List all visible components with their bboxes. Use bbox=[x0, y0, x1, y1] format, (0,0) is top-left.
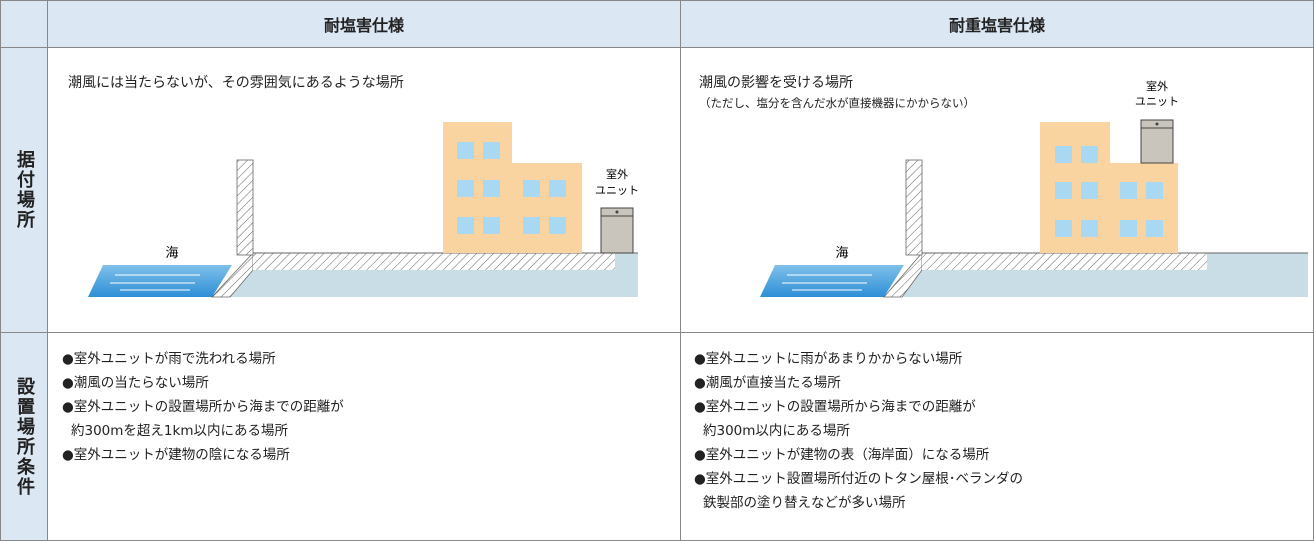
column-header: 耐塩害仕様 bbox=[48, 0, 681, 48]
list-item: ●室外ユニットが建物の表（海岸面）になる場所 bbox=[694, 447, 990, 463]
condition-list: ●室外ユニットに雨があまりかからない場所 ●潮風が直接当たる場所 ●室外ユニットの設… bbox=[694, 347, 1023, 515]
caption: 潮風には当たらないが、その雰囲気にあるような場所 bbox=[68, 75, 404, 91]
condition-list: ●室外ユニットが雨で洗われる場所 ●潮風の当たらない場所 ●室外ユニットの設置場所か… bbox=[62, 347, 344, 467]
list-item: ●室外ユニットに雨があまりかからない場所 bbox=[694, 351, 963, 367]
corner-cell bbox=[0, 0, 48, 48]
caption: 潮風の影響を受ける場所 bbox=[699, 75, 853, 91]
list-item: ●室外ユニット設置場所付近のトタン屋根･ベランダの bbox=[694, 471, 1024, 487]
list-item-continuation: 約300m以内にある場所 bbox=[703, 423, 850, 439]
list-item: ●室外ユニットが建物の陰になる場所 bbox=[62, 447, 290, 463]
list-item-continuation: 約300mを超え1km以内にある場所 bbox=[71, 423, 288, 439]
row-label: 設置場所条件 bbox=[14, 376, 35, 497]
table-cell bbox=[48, 48, 681, 333]
column-header: 耐重塩害仕様 bbox=[681, 0, 1314, 48]
list-item: ●潮風の当たらない場所 bbox=[62, 375, 209, 391]
list-item: ●室外ユニットの設置場所から海までの距離が bbox=[62, 399, 344, 415]
list-item-continuation: 鉄製部の塗り替えなどが多い場所 bbox=[703, 495, 906, 511]
row-header: 設置場所条件 bbox=[0, 333, 48, 541]
list-item: ●潮風が直接当たる場所 bbox=[694, 375, 841, 391]
list-item: ●室外ユニットが雨で洗われる場所 bbox=[62, 351, 276, 367]
row-label: 据付場所 bbox=[14, 150, 35, 230]
row-header: 据付場所 bbox=[0, 48, 48, 333]
list-item: ●室外ユニットの設置場所から海までの距離が bbox=[694, 399, 976, 415]
note: （ただし、塩分を含んだ水が直接機器にかからない） bbox=[699, 96, 975, 110]
